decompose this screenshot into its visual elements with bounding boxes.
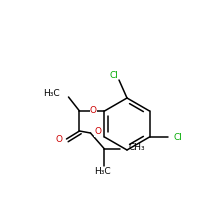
Text: O: O — [94, 128, 101, 136]
Text: H₃C: H₃C — [43, 89, 60, 98]
Text: H₃C: H₃C — [94, 167, 111, 176]
Text: Cl: Cl — [174, 132, 182, 142]
Text: O: O — [55, 136, 62, 144]
Text: CH₃: CH₃ — [128, 144, 145, 153]
Text: Cl: Cl — [110, 71, 118, 79]
Text: O: O — [90, 106, 97, 115]
